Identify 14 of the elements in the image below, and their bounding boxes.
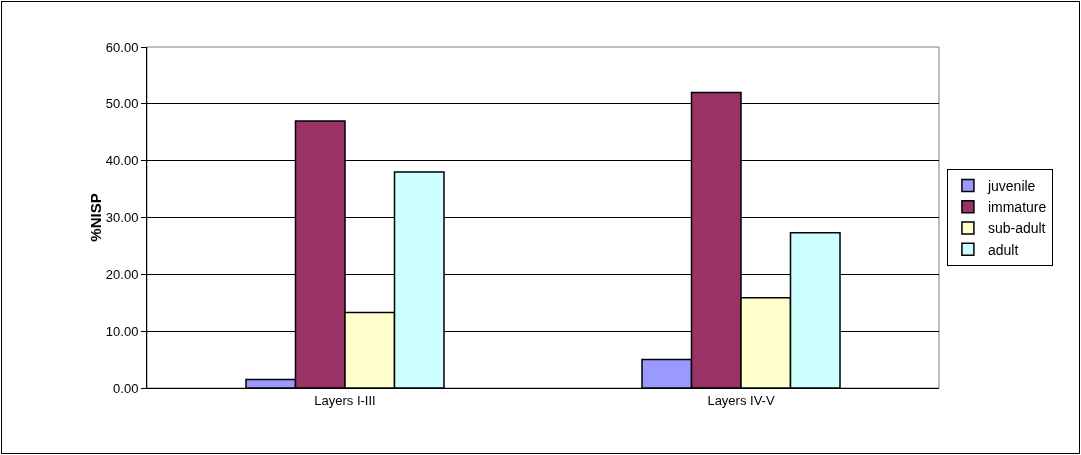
y-tick-label: 40.00 xyxy=(105,153,139,169)
legend-label: adult xyxy=(987,241,1019,258)
x-tick-label: Layers IV-V xyxy=(707,392,775,408)
legend-label: sub-adult xyxy=(987,220,1046,237)
y-tick-label: 10.00 xyxy=(105,323,139,339)
y-tick-label: 30.00 xyxy=(105,210,139,226)
y-tick-label: 50.00 xyxy=(105,96,139,112)
x-tick-label: Layers I-III xyxy=(314,392,376,408)
y-tick-label: 20.00 xyxy=(105,266,139,282)
y-tick-label: 60.00 xyxy=(105,39,139,55)
legend-label: immature xyxy=(987,199,1047,216)
y-axis-title: %NISP xyxy=(86,193,104,242)
legend-label: juvenile xyxy=(986,178,1036,195)
y-tick-label: 0.00 xyxy=(113,380,139,396)
